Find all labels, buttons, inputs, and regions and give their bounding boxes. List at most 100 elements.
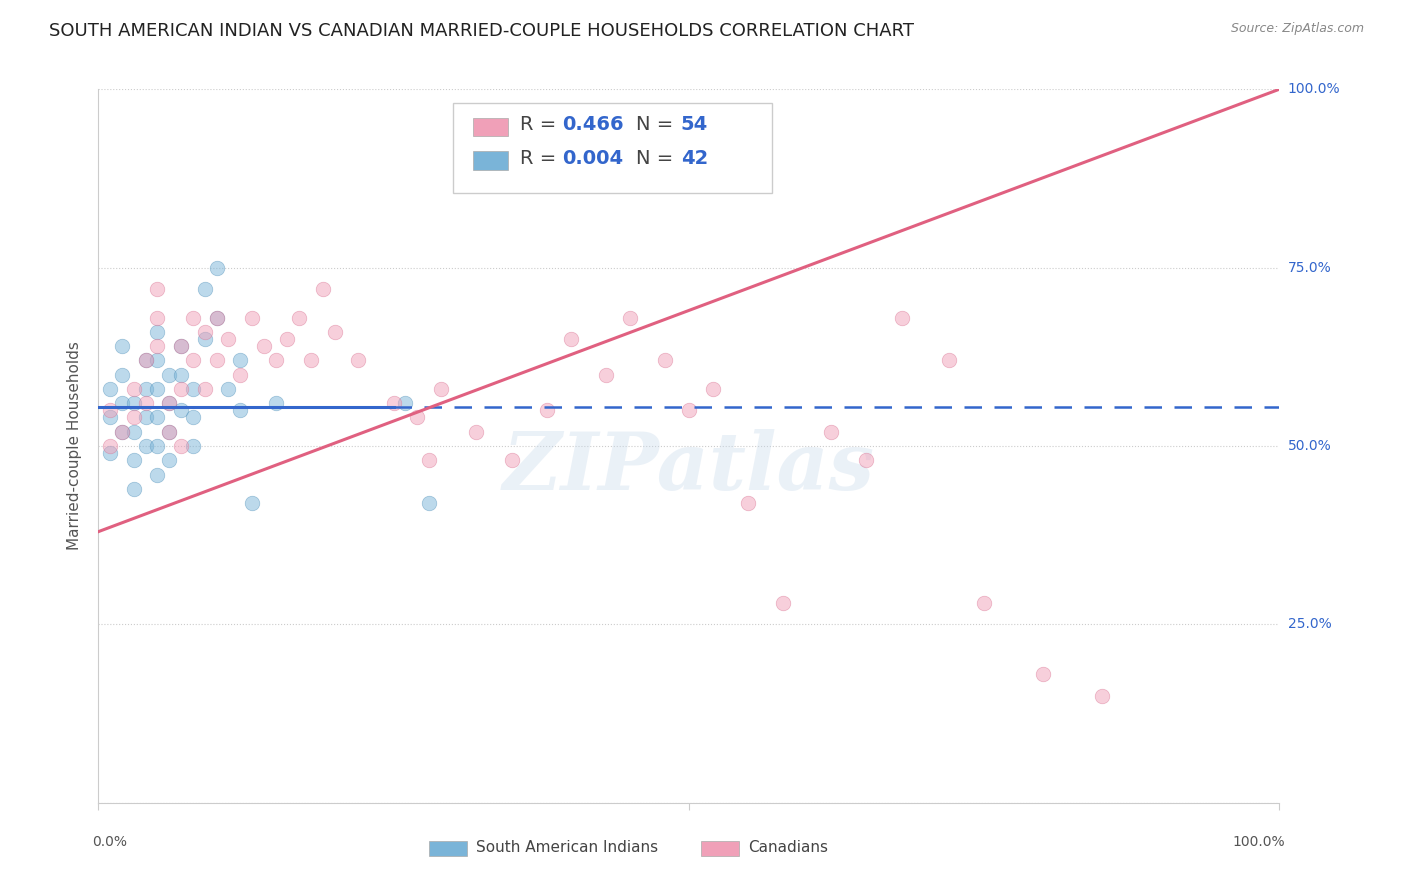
Point — [157, 425, 180, 439]
Point — [418, 496, 440, 510]
FancyBboxPatch shape — [429, 840, 467, 856]
Point — [98, 382, 121, 396]
Point — [146, 282, 169, 296]
Point — [772, 596, 794, 610]
Point — [418, 453, 440, 467]
Point — [146, 410, 169, 425]
Point — [394, 396, 416, 410]
FancyBboxPatch shape — [472, 152, 508, 169]
Point — [276, 332, 298, 346]
Point — [122, 453, 145, 467]
Point — [619, 310, 641, 325]
Point — [111, 396, 134, 410]
Point — [135, 353, 157, 368]
Point — [170, 382, 193, 396]
Point — [382, 396, 405, 410]
Point — [122, 396, 145, 410]
Point — [264, 396, 287, 410]
Point — [135, 396, 157, 410]
Point — [194, 332, 217, 346]
Point — [135, 439, 157, 453]
Point — [135, 410, 157, 425]
Point — [536, 403, 558, 417]
Point — [1091, 689, 1114, 703]
Point — [111, 368, 134, 382]
FancyBboxPatch shape — [472, 118, 508, 136]
Point — [194, 325, 217, 339]
Point — [938, 353, 960, 368]
Point — [122, 482, 145, 496]
Point — [181, 310, 204, 325]
Text: Canadians: Canadians — [748, 839, 828, 855]
Point — [111, 425, 134, 439]
Point — [855, 453, 877, 467]
FancyBboxPatch shape — [453, 103, 772, 193]
Point — [229, 368, 252, 382]
Point — [737, 496, 759, 510]
Point — [194, 282, 217, 296]
Point — [406, 410, 429, 425]
Text: Source: ZipAtlas.com: Source: ZipAtlas.com — [1230, 22, 1364, 36]
Point — [347, 353, 370, 368]
Point — [229, 403, 252, 417]
Point — [98, 403, 121, 417]
Point — [678, 403, 700, 417]
Point — [973, 596, 995, 610]
Point — [157, 396, 180, 410]
Point — [157, 453, 180, 467]
Point — [122, 410, 145, 425]
FancyBboxPatch shape — [700, 840, 738, 856]
Point — [146, 467, 169, 482]
Point — [205, 353, 228, 368]
Text: 100.0%: 100.0% — [1233, 835, 1285, 849]
Point — [146, 439, 169, 453]
Point — [146, 353, 169, 368]
Point — [217, 332, 239, 346]
Point — [264, 353, 287, 368]
Text: N =: N = — [636, 115, 679, 135]
Text: R =: R = — [520, 115, 562, 135]
Text: 25.0%: 25.0% — [1288, 617, 1331, 632]
Text: 50.0%: 50.0% — [1288, 439, 1331, 453]
Point — [702, 382, 724, 396]
Point — [122, 382, 145, 396]
Point — [98, 446, 121, 460]
Point — [465, 425, 488, 439]
Text: 100.0%: 100.0% — [1288, 82, 1340, 96]
Text: 54: 54 — [681, 115, 709, 135]
Point — [240, 496, 263, 510]
Point — [240, 310, 263, 325]
Point — [146, 339, 169, 353]
Point — [146, 325, 169, 339]
Point — [146, 310, 169, 325]
Point — [170, 439, 193, 453]
Point — [181, 353, 204, 368]
Point — [181, 439, 204, 453]
Point — [253, 339, 276, 353]
Point — [157, 425, 180, 439]
Point — [157, 396, 180, 410]
Point — [111, 339, 134, 353]
Point — [229, 353, 252, 368]
Point — [194, 382, 217, 396]
Point — [205, 260, 228, 275]
Point — [170, 339, 193, 353]
Point — [170, 339, 193, 353]
Point — [135, 382, 157, 396]
Text: 0.0%: 0.0% — [93, 835, 128, 849]
Y-axis label: Married-couple Households: Married-couple Households — [67, 342, 83, 550]
Point — [205, 310, 228, 325]
Point — [501, 453, 523, 467]
Point — [98, 410, 121, 425]
Point — [560, 332, 582, 346]
Text: South American Indians: South American Indians — [477, 839, 658, 855]
Text: SOUTH AMERICAN INDIAN VS CANADIAN MARRIED-COUPLE HOUSEHOLDS CORRELATION CHART: SOUTH AMERICAN INDIAN VS CANADIAN MARRIE… — [49, 22, 914, 40]
Point — [430, 382, 453, 396]
Point — [312, 282, 335, 296]
Point — [98, 439, 121, 453]
Point — [820, 425, 842, 439]
Point — [890, 310, 912, 325]
Point — [170, 368, 193, 382]
Point — [1032, 667, 1054, 681]
Point — [217, 382, 239, 396]
